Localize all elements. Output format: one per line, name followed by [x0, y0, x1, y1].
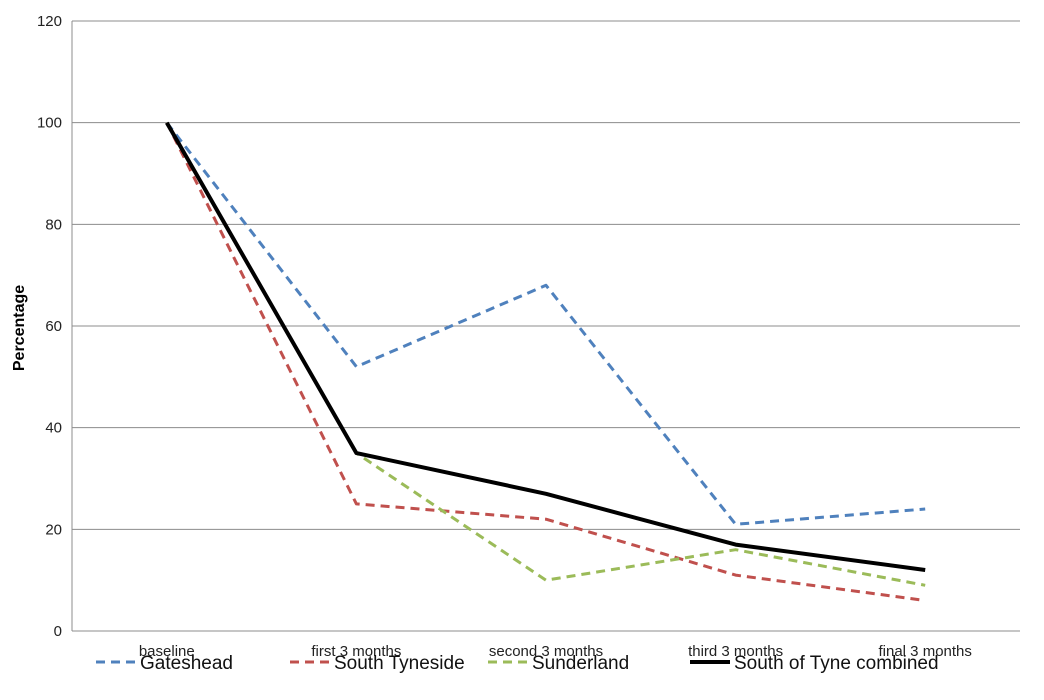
series-line-south-tyneside	[165, 122, 926, 602]
y-axis-title: Percentage	[11, 285, 28, 371]
gridlines	[72, 20, 1020, 530]
y-tick-label: 120	[37, 13, 62, 30]
legend-label: Sunderland	[532, 653, 629, 674]
y-tick-label: 60	[45, 318, 62, 335]
series-line-south-of-tyne-combined	[165, 121, 926, 572]
legend-label: Gateshead	[140, 653, 233, 674]
legend-label: South Tyneside	[334, 653, 465, 674]
y-tick-label: 20	[45, 521, 62, 538]
y-tick-label: 100	[37, 115, 62, 132]
y-tick-label: 80	[45, 216, 62, 233]
y-tick-label: 0	[54, 623, 62, 640]
legend-label: South of Tyne combined	[734, 653, 939, 674]
x-tick-label: first 3 months	[311, 643, 401, 660]
x-tick-label: final 3 months	[879, 643, 972, 660]
legend: Gateshead South Tyneside Sunderland South o…	[96, 653, 939, 674]
x-tick-label: third 3 months	[688, 643, 783, 660]
y-tick-label: 40	[45, 420, 62, 437]
x-tick-label: baseline	[139, 643, 195, 660]
x-tick-label: second 3 months	[489, 643, 603, 660]
series-lines	[165, 121, 926, 602]
series-line-gateshead	[165, 121, 926, 526]
axes: 0 20 40 60 80 100 120 baseline first 3 months sec…	[37, 13, 1020, 660]
